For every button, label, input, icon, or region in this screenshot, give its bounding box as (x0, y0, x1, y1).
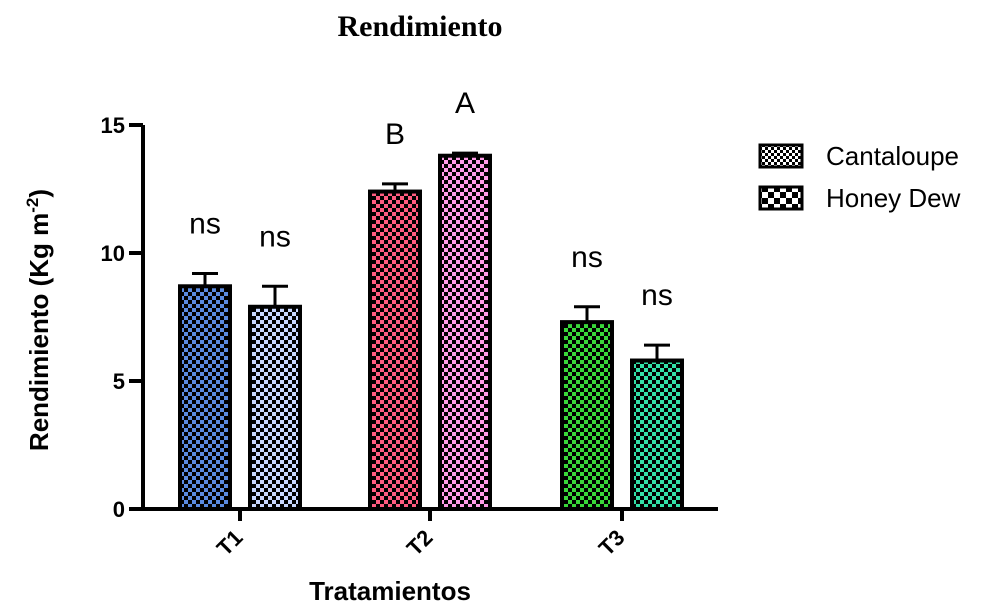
bar-annotation: ns (571, 241, 603, 274)
legend-swatch (758, 143, 804, 169)
bar-annotation: ns (641, 279, 673, 312)
plot-area: ns ns B Ans ns (178, 87, 684, 512)
y-axis-title-superscript: -2 (23, 198, 42, 213)
legend-label: Cantaloupe (826, 141, 959, 171)
bar-annotation: A (455, 87, 475, 120)
y-tick-label: 10 (101, 241, 125, 266)
bar-annotation: B (385, 118, 405, 151)
x-tick-label: T3 (594, 525, 630, 561)
bar-t1-series-1 (178, 284, 232, 511)
x-axis-title: Tratamientos (309, 576, 471, 606)
bar-t2-series-1 (368, 189, 422, 511)
legend: Cantaloupe Honey Dew (758, 141, 961, 213)
y-tick-label: 0 (113, 497, 125, 522)
bar-annotation: ns (259, 220, 291, 253)
x-tick-label: T2 (402, 525, 438, 561)
chart-title: Rendimiento (338, 10, 503, 43)
y-axis-title: Rendimiento (Kg m-2) (23, 189, 54, 451)
legend-swatch (758, 185, 804, 211)
bar-annotation: ns (189, 207, 221, 240)
bar-t1-series-2 (248, 304, 302, 512)
y-tick-label: 5 (113, 369, 125, 394)
bar-t2-series-2 (438, 153, 492, 511)
y-axis-title-close: ) (24, 189, 54, 198)
bar-t3-series-1 (560, 320, 614, 511)
y-tick-label: 15 (101, 113, 125, 138)
x-axis: T1 T2 T3 (143, 507, 718, 561)
x-tick-label: T1 (212, 525, 248, 561)
legend-label: Honey Dew (826, 183, 961, 213)
bar-t3-series-2 (630, 358, 684, 511)
y-axis-title-main: Rendimiento (Kg m (24, 213, 54, 451)
y-axis: 0 5 10 15 (101, 113, 145, 522)
